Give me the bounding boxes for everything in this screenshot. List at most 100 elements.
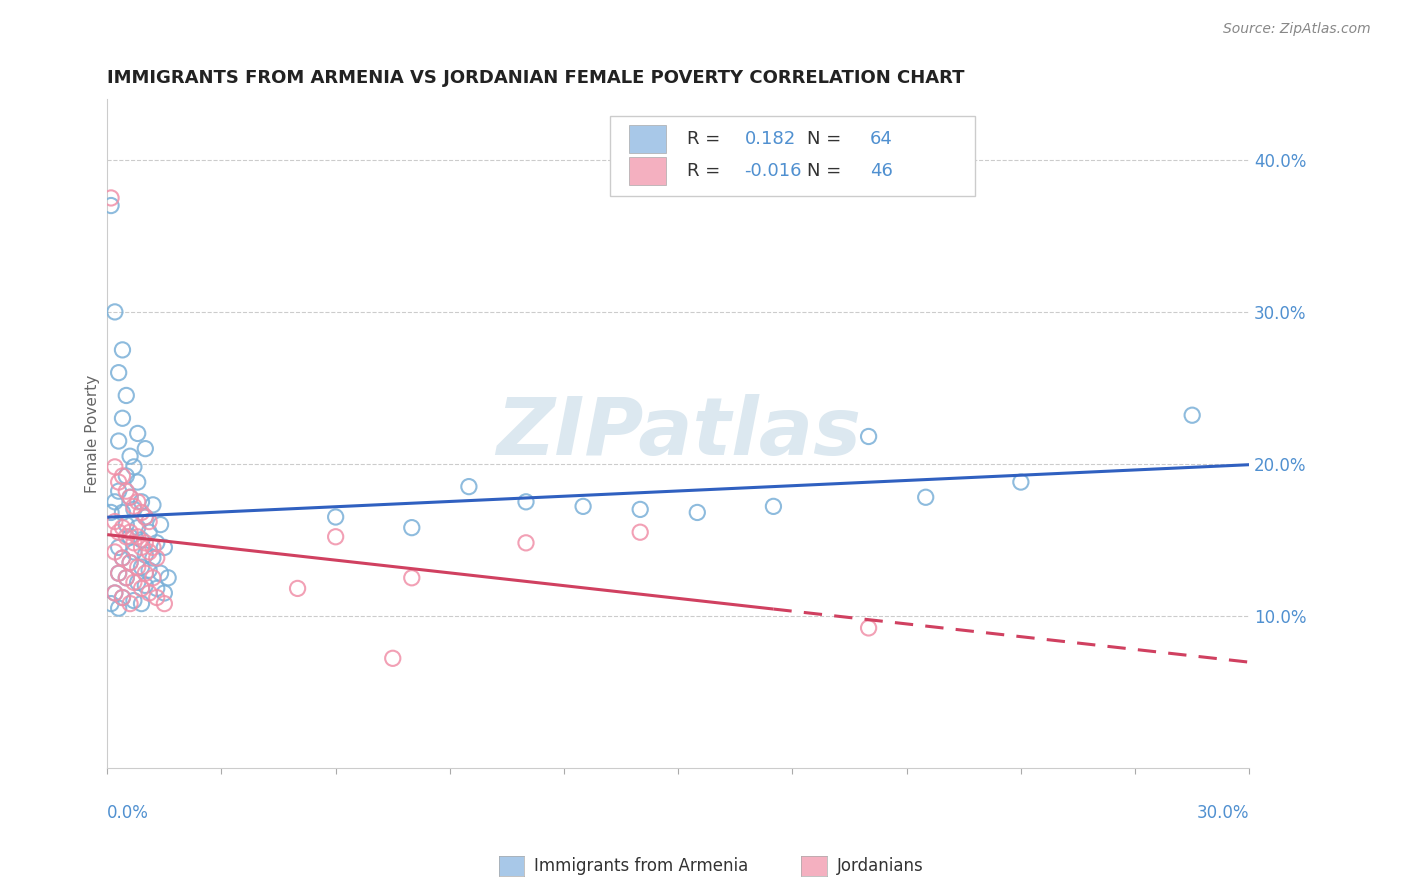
Text: 46: 46 [870,161,893,179]
Point [138,586,160,600]
Point [153,541,176,555]
Point [104,515,127,529]
Point [115,517,138,532]
Point [111,469,134,483]
Point [145,551,167,566]
Point [120,490,142,504]
Point [127,495,149,509]
Point [142,571,165,585]
Point [115,530,138,544]
Point [134,442,156,456]
Point [127,521,149,535]
Point [120,556,142,570]
Point [120,556,142,570]
Point [142,551,165,566]
Point [122,500,145,514]
Point [120,597,142,611]
Text: -0.016: -0.016 [745,161,801,179]
Point [572,500,595,514]
Point [107,366,129,380]
Point [134,510,156,524]
Point [134,566,156,581]
Point [122,536,145,550]
Point [111,411,134,425]
Point [138,563,160,577]
Point [107,484,129,499]
Text: ZIPatlas: ZIPatlas [496,394,860,473]
Point [142,541,165,555]
Point [104,586,127,600]
Text: R =: R = [688,130,727,148]
Point [122,502,145,516]
Text: 0.0%: 0.0% [107,805,149,822]
Point [107,475,129,489]
Point [401,571,423,585]
Point [149,517,172,532]
Point [325,510,347,524]
Point [115,571,138,585]
Point [131,560,153,574]
Point [104,459,127,474]
Point [138,515,160,529]
Point [131,495,153,509]
Point [127,530,149,544]
Point [100,191,122,205]
Point [115,388,138,402]
Text: N =: N = [807,161,848,179]
Y-axis label: Female Poverty: Female Poverty [86,375,100,492]
Point [628,502,651,516]
Point [914,490,936,504]
Point [122,593,145,607]
Point [628,525,651,540]
Point [145,591,167,605]
Point [120,525,142,540]
Point [127,575,149,590]
Point [107,566,129,581]
Point [107,541,129,555]
Point [127,475,149,489]
Text: 30.0%: 30.0% [1197,805,1250,822]
Point [104,495,127,509]
Text: R =: R = [688,161,727,179]
Point [100,505,122,519]
Point [107,566,129,581]
Point [122,575,145,590]
Point [120,449,142,463]
FancyBboxPatch shape [628,125,665,153]
Text: Immigrants from Armenia: Immigrants from Armenia [534,857,748,875]
Point [138,545,160,559]
Point [104,545,127,559]
Point [381,651,404,665]
Point [115,571,138,585]
Point [131,541,153,555]
Text: IMMIGRANTS FROM ARMENIA VS JORDANIAN FEMALE POVERTY CORRELATION CHART: IMMIGRANTS FROM ARMENIA VS JORDANIAN FEM… [107,69,965,87]
Point [111,343,134,357]
Point [131,533,153,547]
Point [127,560,149,574]
Point [138,525,160,540]
Text: 64: 64 [870,130,893,148]
Point [131,597,153,611]
Point [111,591,134,605]
Point [111,591,134,605]
Point [858,429,880,443]
Point [107,434,129,448]
Text: Jordanians: Jordanians [837,857,924,875]
Point [120,490,142,504]
Point [153,586,176,600]
Point [107,525,129,540]
Point [134,536,156,550]
Point [515,536,537,550]
Point [104,305,127,319]
Point [145,582,167,596]
Point [100,198,122,212]
Point [325,530,347,544]
Point [157,571,180,585]
Point [401,521,423,535]
Text: 0.182: 0.182 [745,130,796,148]
Point [1010,475,1032,489]
Point [111,551,134,566]
Point [100,597,122,611]
Point [115,469,138,483]
Point [122,459,145,474]
